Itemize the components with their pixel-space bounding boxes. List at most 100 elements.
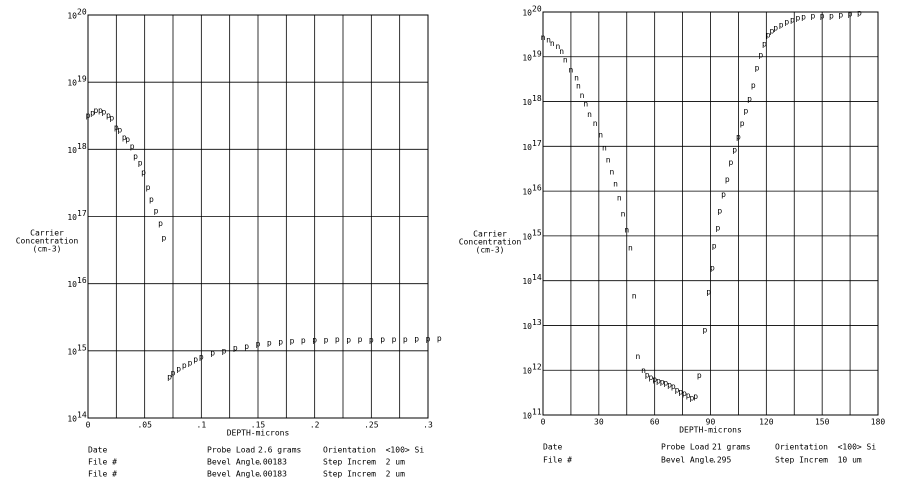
x-tick-label: 120	[759, 418, 774, 427]
data-marker: p	[210, 348, 215, 357]
info-text: 21 grams	[712, 443, 751, 452]
x-tick-label: 90	[706, 418, 716, 427]
info-text: Date	[543, 443, 562, 452]
y-tick-label: 10	[522, 188, 532, 197]
data-marker: p	[671, 382, 676, 391]
data-marker: p	[743, 106, 748, 115]
data-marker: n	[587, 110, 592, 119]
data-marker: p	[437, 334, 442, 343]
data-marker: p	[244, 342, 249, 351]
data-marker: p	[790, 16, 795, 25]
y-tick-label: 10	[522, 232, 532, 241]
data-marker: p	[188, 358, 193, 367]
data-marker: n	[569, 65, 574, 74]
y-tick-exponent: 11	[532, 408, 542, 417]
y-tick-exponent: 15	[77, 343, 87, 352]
y-tick-label: 10	[67, 79, 77, 88]
x-tick-label: 60	[650, 418, 660, 427]
x-tick-label: .15	[251, 421, 266, 430]
data-marker: p	[193, 355, 198, 364]
data-marker: p	[652, 375, 657, 384]
data-marker: n	[621, 209, 626, 218]
data-marker: n	[541, 33, 546, 42]
info-text: Step Increm 2 um	[323, 458, 405, 467]
data-marker: p	[369, 335, 374, 344]
data-marker: p	[130, 142, 135, 151]
y-axis-label: Concentration	[16, 237, 79, 246]
data-marker: p	[426, 335, 431, 344]
data-marker: p	[98, 106, 103, 115]
y-tick-label: 10	[67, 415, 77, 424]
y-tick-label: 10	[67, 146, 77, 155]
data-marker: n	[598, 130, 603, 139]
data-marker: p	[663, 378, 668, 387]
x-tick-label: .25	[364, 421, 379, 430]
data-marker: p	[176, 364, 181, 373]
data-marker: p	[122, 133, 127, 142]
y-tick-label: 10	[522, 412, 532, 421]
data-marker: p	[667, 380, 672, 389]
y-axis-label: (cm-3)	[33, 245, 62, 254]
y-tick-exponent: 14	[532, 273, 542, 282]
y-tick-exponent: 14	[77, 411, 87, 420]
data-marker: p	[101, 107, 106, 116]
data-marker: p	[755, 64, 760, 73]
data-marker: p	[725, 175, 730, 184]
x-tick-label: 150	[815, 418, 830, 427]
y-tick-label: 10	[522, 322, 532, 331]
data-marker: p	[149, 195, 154, 204]
y-tick-label: 10	[522, 98, 532, 107]
data-marker: p	[810, 12, 815, 21]
info-text: Bevel Angle	[207, 458, 260, 467]
data-marker: p	[125, 135, 130, 144]
data-marker: p	[721, 190, 726, 199]
data-marker: p	[784, 17, 789, 26]
data-marker: n	[593, 119, 598, 128]
data-marker: p	[693, 392, 698, 401]
data-marker: p	[770, 26, 775, 35]
data-marker: p	[740, 119, 745, 128]
data-marker: p	[689, 393, 694, 402]
x-tick-label: 0	[541, 418, 546, 427]
data-marker: p	[154, 207, 159, 216]
y-tick-label: 10	[522, 277, 532, 286]
data-marker: n	[617, 193, 622, 202]
info-text: Bevel Angle	[661, 456, 714, 465]
info-text: Step Increm 10 um	[775, 456, 862, 465]
data-marker: p	[301, 336, 306, 345]
y-tick-label: 10	[67, 280, 77, 289]
y-tick-label: 10	[522, 143, 532, 152]
data-marker: n	[555, 42, 560, 51]
data-marker: p	[706, 287, 711, 296]
y-tick-exponent: 19	[77, 75, 87, 84]
data-marker: p	[290, 337, 295, 346]
y-tick-exponent: 17	[532, 139, 542, 148]
data-marker: p	[267, 339, 272, 348]
data-marker: p	[109, 113, 114, 122]
data-marker: p	[732, 145, 737, 154]
data-marker: p	[335, 335, 340, 344]
data-marker: p	[256, 340, 261, 349]
data-marker: p	[182, 361, 187, 370]
y-tick-exponent: 20	[532, 5, 542, 14]
data-marker: p	[703, 326, 708, 335]
data-marker: n	[632, 291, 637, 300]
info-text: Orientation <100> Si	[775, 443, 876, 452]
data-marker: p	[729, 158, 734, 167]
info-text: .295	[712, 456, 731, 465]
data-marker: p	[414, 335, 419, 344]
y-tick-exponent: 12	[532, 363, 542, 372]
data-marker: p	[747, 94, 752, 103]
data-marker: p	[133, 152, 138, 161]
data-marker: p	[717, 206, 722, 215]
info-text: Probe Load	[661, 443, 709, 452]
data-marker: n	[580, 91, 585, 100]
y-tick-exponent: 16	[77, 276, 87, 285]
info-text: 2.6 grams	[258, 446, 302, 455]
data-marker: n	[583, 99, 588, 108]
data-marker: p	[857, 8, 862, 17]
info-text: Bevel Angle	[207, 470, 260, 479]
data-marker: p	[346, 335, 351, 344]
y-tick-exponent: 16	[532, 184, 542, 193]
